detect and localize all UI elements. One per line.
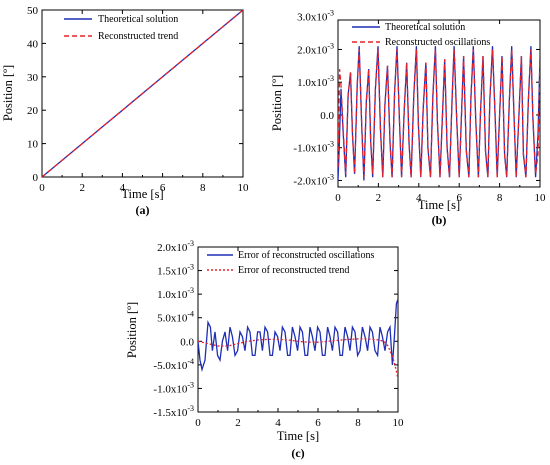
x-tick-label: 4 [416,192,422,204]
chart-panel-a: 0 2 4 6 8 10 0 10 20 30 40 50 Time [s] Position [º] (a… [1,5,249,217]
panel-caption: (c) [291,446,304,460]
legend-label: Error of reconstructed trend [238,265,349,276]
legend: Error of reconstructed oscillations Error… [207,250,374,276]
chart-panel-c: 0 2 4 6 8 10 -1.5x10-3 -1.0x10-3 -5.0x10-4 0.0 5.0… [125,239,404,460]
x-axis-label: Time [s] [121,187,163,201]
y-tick-label: 3.0x10-3 [297,9,334,24]
series-line-2 [198,338,398,380]
y-tick-label: 20 [27,105,39,117]
x-tick-label: 6 [160,182,166,194]
chart-panel-b: 0 2 4 6 8 10 -2.0x10-3 -1.0x10-3 0.0 1.0x10-3 2.0x… [270,9,546,227]
y-axis-label: Position [º] [1,65,15,121]
y-tick-label: 10 [27,139,39,151]
panel-caption: (a) [136,203,150,217]
series-line-2 [42,10,243,177]
y-tick-label: -1.0x10-3 [293,140,334,155]
x-tick-label: 0 [195,417,201,429]
y-tick-label: -1.0x10-3 [153,380,194,395]
x-tick-label: 4 [275,417,281,429]
x-tick-label: 10 [393,417,405,429]
y-tick-label: -2.0x10-3 [293,172,334,187]
legend-label: Reconstructed oscillations [385,37,490,48]
x-axis-label: Time [s] [418,198,460,212]
x-tick-label: 8 [497,192,503,204]
y-tick-label: 2.0x10-3 [297,41,334,56]
x-tick-label: 0 [39,182,45,194]
x-tick-label: 2 [79,182,85,194]
legend-label: Error of reconstructed oscillations [238,250,374,261]
x-tick-label: 0 [335,192,341,204]
y-tick-label: 0 [33,172,39,184]
legend-label: Theoretical solution [98,14,178,25]
legend: Theoretical solution Reconstructed oscill… [352,22,490,48]
y-tick-label: 1.5x10-3 [157,263,194,278]
y-tick-label: 1.0x10-3 [157,286,194,301]
y-tick-label: 1.0x10-3 [297,74,334,89]
y-tick-label: 0.0 [320,110,334,122]
series-line-1 [338,46,540,181]
y-tick-label: 40 [27,38,39,50]
y-tick-label: 50 [27,5,39,17]
y-tick-label: 2.0x10-3 [157,239,194,254]
x-tick-label: 2 [235,417,241,429]
legend-label: Theoretical solution [385,22,465,33]
legend-label: Reconstructed trend [98,31,178,42]
x-axis-label: Time [s] [277,429,319,443]
y-tick-label: -5.0x10-4 [153,357,194,372]
y-tick-label: 0.0 [180,336,194,348]
x-tick-label: 8 [200,182,206,194]
x-tick-label: 2 [376,192,382,204]
y-axis-label: Position [º] [125,302,139,358]
x-tick-label: 4 [120,182,126,194]
y-tick-label: 30 [27,72,39,84]
series-line-2 [338,49,540,178]
legend: Theoretical solution Reconstructed trend [64,14,178,42]
y-axis-label: Position [º] [270,75,284,131]
series-line-1 [198,298,398,373]
y-tick-label: -1.5x10-3 [153,404,194,419]
y-tick-label: 5.0x10-4 [157,310,194,325]
x-tick-label: 6 [456,192,462,204]
x-tick-label: 10 [238,182,250,194]
panel-caption: (b) [432,213,447,227]
x-tick-label: 6 [315,417,321,429]
x-tick-label: 10 [535,192,547,204]
x-tick-label: 8 [355,417,361,429]
